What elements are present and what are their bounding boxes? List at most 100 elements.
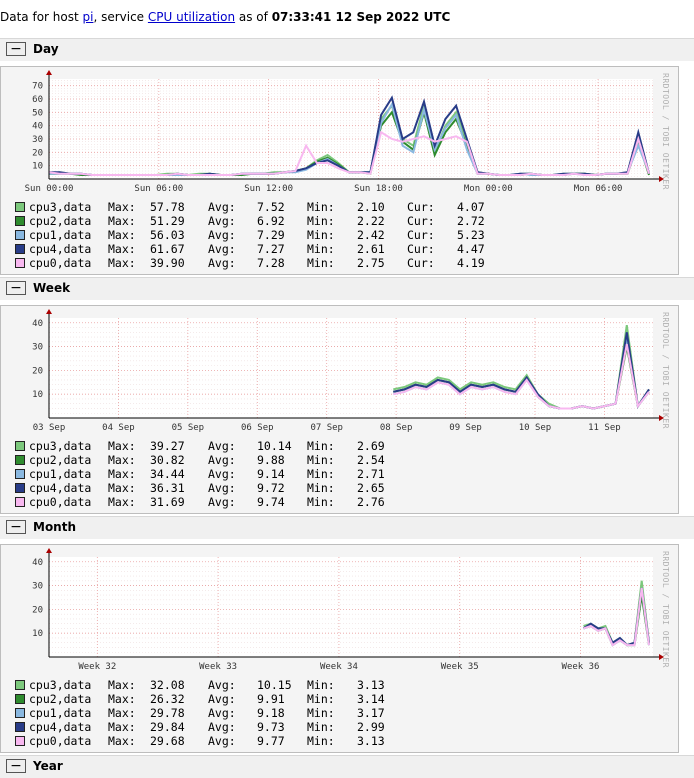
- y-tick-label: 40: [32, 558, 43, 568]
- avg-value: 10.14: [257, 439, 292, 453]
- x-tick-label: 06 Sep: [241, 423, 274, 433]
- x-tick-label: 03 Sep: [33, 423, 66, 433]
- max-label: Max:: [108, 228, 136, 242]
- section-title-day: Day: [33, 42, 59, 56]
- graph-panel-day: 10 20 30 40 50 60 70 Sun 00:00 Sun 06:00 Sun 12:0…: [0, 66, 679, 275]
- max-label: Max:: [108, 453, 136, 467]
- x-tick-label: Week 33: [199, 662, 237, 672]
- min-value: 2.10: [357, 200, 385, 214]
- section-title-year: Year: [33, 759, 63, 773]
- collapse-toggle-week[interactable]: −: [6, 281, 26, 295]
- min-label: Min:: [307, 706, 335, 720]
- service-link[interactable]: CPU utilization: [147, 10, 236, 24]
- legend-swatch: [15, 244, 25, 254]
- x-tick-label: Week 35: [441, 662, 479, 672]
- avg-label: Avg:: [208, 734, 236, 748]
- min-label: Min:: [307, 256, 335, 270]
- avg-label: Avg:: [208, 692, 236, 706]
- avg-label: Avg:: [208, 720, 236, 734]
- max-label: Max:: [108, 734, 136, 748]
- series-name: cpu4,data: [29, 720, 92, 734]
- min-label: Min:: [307, 242, 335, 256]
- section-header-month: − Month: [0, 516, 694, 539]
- max-value: 39.90: [150, 256, 185, 270]
- avg-value: 7.27: [257, 242, 285, 256]
- max-value: 51.29: [150, 214, 185, 228]
- min-value: 2.54: [357, 453, 385, 467]
- avg-label: Avg:: [208, 678, 236, 692]
- max-value: 36.31: [150, 481, 185, 495]
- min-label: Min:: [307, 439, 335, 453]
- min-label: Min:: [307, 692, 335, 706]
- section-header-week: − Week: [0, 277, 694, 300]
- x-tick-label: 10 Sep: [519, 423, 552, 433]
- series-name: cpu2,data: [29, 214, 92, 228]
- avg-value: 7.52: [257, 200, 285, 214]
- avg-label: Avg:: [208, 453, 236, 467]
- cur-label: Cur:: [407, 242, 435, 256]
- legend-swatch: [15, 216, 25, 226]
- y-tick-label: 10: [32, 629, 43, 639]
- avg-value: 9.14: [257, 467, 285, 481]
- collapse-toggle-year[interactable]: −: [6, 759, 26, 773]
- avg-label: Avg:: [208, 242, 236, 256]
- min-value: 2.65: [357, 481, 385, 495]
- day-chart: 10 20 30 40 50 60 70 Sun 00:00 Sun 06:00 Sun 12:0…: [25, 70, 664, 194]
- y-tick-label: 50: [32, 108, 43, 118]
- collapse-toggle-month[interactable]: −: [6, 520, 26, 534]
- x-tick-label: Sun 12:00: [244, 184, 293, 194]
- section-title-month: Month: [33, 520, 77, 534]
- avg-label: Avg:: [208, 256, 236, 270]
- x-tick-label: 04 Sep: [102, 423, 135, 433]
- cur-value: 4.07: [457, 200, 485, 214]
- min-label: Min:: [307, 453, 335, 467]
- watermark: RRDTOOL / TOBI OETIKER: [661, 551, 670, 668]
- section-header-day: − Day: [0, 38, 694, 61]
- y-tick-label: 20: [32, 148, 43, 158]
- max-value: 26.32: [150, 692, 185, 706]
- max-label: Max:: [108, 200, 136, 214]
- min-value: 2.69: [357, 439, 385, 453]
- header-prefix: Data for host: [0, 10, 83, 24]
- legend-swatch: [15, 230, 25, 240]
- avg-label: Avg:: [208, 214, 236, 228]
- x-tick-label: Week 32: [78, 662, 116, 672]
- timestamp: 07:33:41 12 Sep 2022 UTC: [271, 10, 451, 24]
- avg-value: 9.77: [257, 734, 285, 748]
- min-label: Min:: [307, 734, 335, 748]
- max-label: Max:: [108, 692, 136, 706]
- cur-value: 4.19: [457, 256, 485, 270]
- avg-value: 9.18: [257, 706, 285, 720]
- cur-label: Cur:: [407, 214, 435, 228]
- collapse-toggle-day[interactable]: −: [6, 42, 26, 56]
- graph-panel-week: 10 20 30 40 03 Sep 04 Sep 05 Sep 06 Sep 07 Sep 08…: [0, 305, 679, 514]
- watermark: RRDTOOL / TOBI OETIKER: [661, 73, 670, 190]
- max-value: 31.69: [150, 495, 185, 509]
- min-label: Min:: [307, 495, 335, 509]
- host-link[interactable]: pi: [82, 10, 94, 24]
- avg-label: Avg:: [208, 228, 236, 242]
- max-label: Max:: [108, 439, 136, 453]
- legend-swatch: [15, 483, 25, 493]
- x-tick-label: 07 Sep: [310, 423, 343, 433]
- legend-swatch: [15, 469, 25, 479]
- y-tick-label: 70: [32, 82, 43, 92]
- avg-label: Avg:: [208, 495, 236, 509]
- min-label: Min:: [307, 720, 335, 734]
- series-name: cpu1,data: [29, 706, 92, 720]
- legend-swatch: [15, 708, 25, 718]
- min-value: 2.61: [357, 242, 385, 256]
- legend-swatch: [15, 680, 25, 690]
- avg-value: 9.72: [257, 481, 285, 495]
- min-value: 2.76: [357, 495, 385, 509]
- x-tick-label: Mon 00:00: [464, 184, 513, 194]
- header-service-prefix: , service: [93, 10, 148, 24]
- min-label: Min:: [307, 228, 335, 242]
- cur-value: 4.47: [457, 242, 485, 256]
- max-label: Max:: [108, 678, 136, 692]
- avg-value: 7.29: [257, 228, 285, 242]
- series-line: [583, 587, 650, 647]
- max-label: Max:: [108, 481, 136, 495]
- legend-swatch: [15, 694, 25, 704]
- series-name: cpu2,data: [29, 453, 92, 467]
